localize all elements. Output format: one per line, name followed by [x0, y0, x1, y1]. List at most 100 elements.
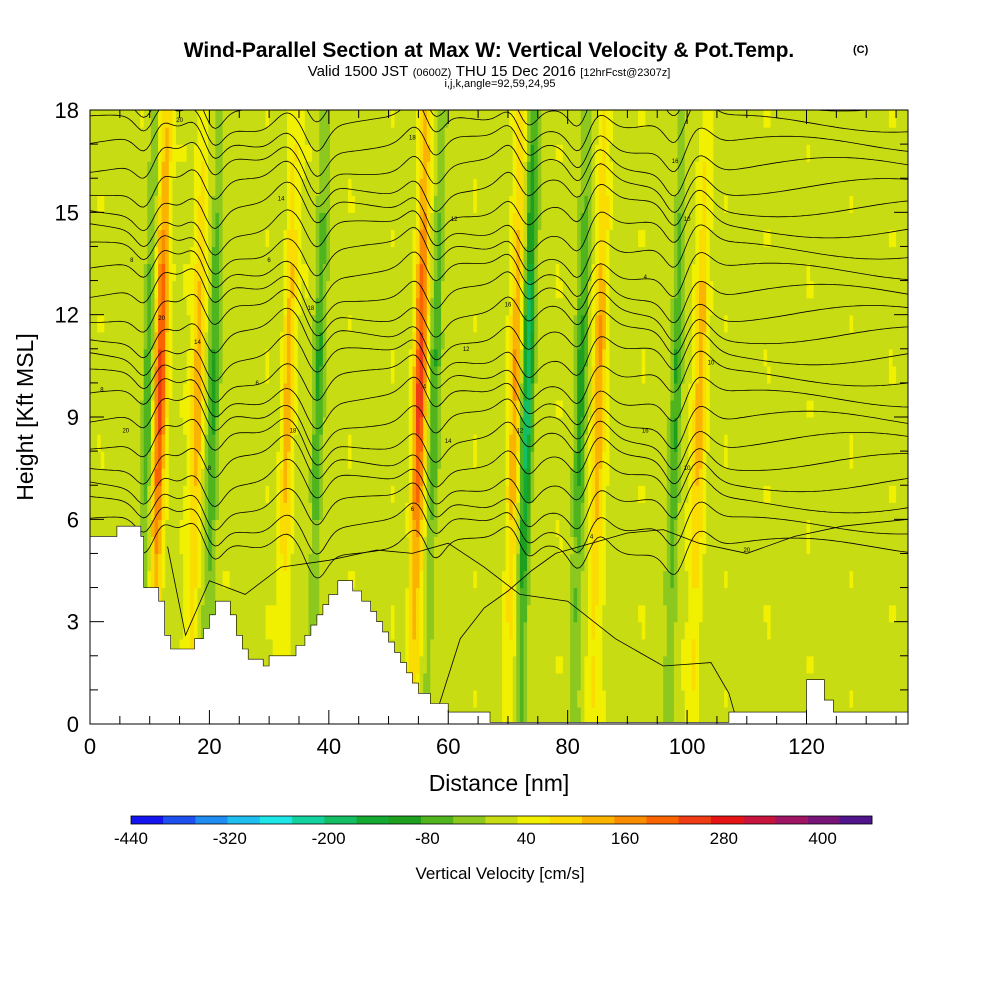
field-cell [347, 519, 353, 537]
field-cell [444, 451, 449, 469]
field-cell [111, 161, 116, 179]
field-cell [122, 246, 127, 265]
field-cell [423, 655, 428, 674]
field-cell [351, 127, 356, 145]
field-cell [545, 638, 550, 657]
field-cell [247, 348, 252, 367]
field-cell [118, 331, 123, 350]
field-cell [473, 570, 478, 589]
field-cell [294, 621, 299, 640]
field-cell [262, 229, 267, 248]
field-cell [158, 587, 163, 606]
field-cell [165, 570, 170, 589]
field-cell [150, 536, 156, 555]
field-cell [244, 502, 249, 520]
field-cell [416, 570, 421, 589]
field-cell [534, 195, 539, 213]
field-cell [491, 536, 496, 555]
field-cell [358, 468, 363, 486]
field-cell [548, 621, 553, 640]
field-cell [272, 212, 277, 230]
field-cell [419, 417, 424, 435]
field-cell [491, 451, 496, 469]
field-cell [129, 399, 134, 418]
field-cell [394, 280, 399, 299]
field-cell [154, 110, 159, 128]
field-cell [215, 161, 220, 179]
field-cell [304, 587, 310, 606]
field-cell [297, 519, 302, 537]
field-cell [566, 434, 571, 452]
field-cell [530, 365, 535, 384]
field-cell [480, 655, 485, 674]
field-cell [150, 468, 156, 486]
field-cell [97, 451, 102, 469]
field-cell [115, 468, 120, 486]
field-cell [487, 502, 492, 520]
field-cell [158, 382, 163, 401]
field-cell [215, 127, 220, 145]
field-cell [204, 468, 209, 486]
field-cell [301, 604, 306, 623]
field-cell [365, 161, 371, 179]
field-cell [93, 434, 98, 452]
field-cell [491, 195, 496, 213]
field-cell [122, 314, 127, 333]
field-cell [279, 519, 285, 537]
field-cell [473, 195, 478, 213]
field-cell [426, 655, 431, 674]
field-cell [287, 246, 292, 265]
field-cell [433, 519, 439, 537]
field-cell [347, 110, 353, 128]
field-cell [107, 348, 113, 367]
field-cell [394, 127, 399, 145]
field-cell [394, 212, 399, 230]
field-cell [494, 246, 499, 265]
field-cell [254, 382, 259, 401]
field-cell [462, 212, 467, 230]
field-cell [390, 229, 396, 248]
field-cell [133, 314, 138, 333]
field-cell [122, 451, 127, 469]
field-cell [387, 417, 392, 435]
field-cell [251, 434, 256, 452]
field-cell [480, 365, 485, 384]
field-cell [559, 621, 564, 640]
field-cell [480, 451, 485, 469]
field-cell [154, 144, 159, 162]
field-cell [444, 365, 449, 384]
field-cell [441, 212, 446, 230]
field-cell [455, 297, 460, 316]
field-cell [441, 434, 446, 452]
field-cell [580, 451, 585, 469]
field-cell [100, 110, 105, 128]
field-cell [484, 434, 489, 452]
field-cell [430, 689, 435, 708]
field-cell [491, 297, 496, 316]
field-cell [537, 144, 542, 162]
field-cell [183, 212, 188, 230]
field-cell [201, 468, 206, 486]
field-cell [358, 434, 363, 452]
field-cell [172, 519, 177, 537]
field-cell [150, 212, 156, 230]
field-cell [494, 553, 499, 572]
field-cell [236, 127, 242, 145]
field-cell [419, 468, 424, 486]
field-cell [552, 536, 557, 555]
field-cell [337, 519, 342, 537]
field-cell [337, 348, 342, 367]
field-cell [158, 144, 163, 162]
field-cell [258, 638, 263, 657]
field-cell [150, 348, 156, 367]
field-cell [491, 689, 496, 708]
field-cell [398, 365, 403, 384]
field-cell [355, 229, 360, 248]
field-cell [466, 331, 471, 350]
field-cell [459, 468, 464, 486]
field-cell [351, 297, 356, 316]
field-cell [208, 434, 213, 452]
field-cell [161, 570, 166, 589]
field-cell [158, 348, 163, 367]
field-cell [308, 246, 313, 265]
